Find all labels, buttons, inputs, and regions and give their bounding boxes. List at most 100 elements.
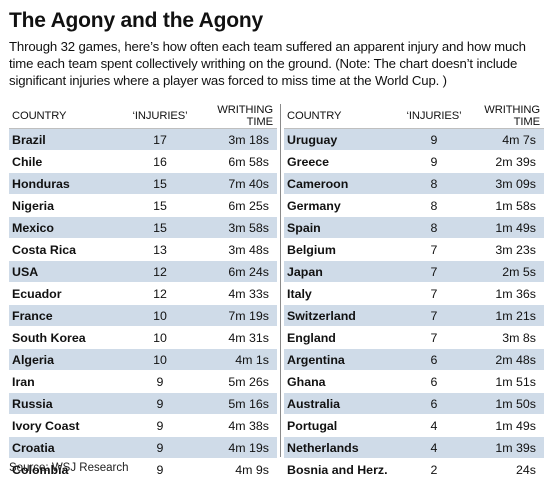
country-cell: Honduras: [9, 172, 121, 195]
column-header-country: COUNTRY: [284, 104, 399, 129]
country-cell: Netherlands: [284, 436, 399, 459]
injuries-cell: 9: [121, 370, 199, 393]
writhing-time-cell: 2m 48s: [469, 348, 544, 371]
table-left: COUNTRY ‘INJURIES’ WRITHING TIME Brazil 1…: [9, 104, 277, 481]
writhing-time-cell: 4m 31s: [199, 326, 277, 349]
table-row: Colombia 9 4m 9s: [9, 458, 277, 481]
table-row: Uruguay 9 4m 7s: [284, 128, 544, 151]
injuries-cell: 9: [399, 150, 469, 173]
injuries-cell: 8: [399, 216, 469, 239]
country-cell: France: [9, 304, 121, 327]
writhing-time-cell: 4m 9s: [199, 458, 277, 481]
table-row: Ghana 6 1m 51s: [284, 370, 544, 393]
writhing-time-cell: 24s: [469, 458, 544, 481]
writhing-time-cell: 4m 19s: [199, 436, 277, 459]
table-row: Ivory Coast 9 4m 38s: [9, 414, 277, 437]
writhing-time-cell: 3m 18s: [199, 128, 277, 151]
injuries-cell: 6: [399, 370, 469, 393]
country-cell: Croatia: [9, 436, 121, 459]
country-cell: Bosnia and Herz.: [284, 458, 399, 481]
writhing-time-cell: 7m 40s: [199, 172, 277, 195]
injuries-cell: 12: [121, 282, 199, 305]
table-row: Belgium 7 3m 23s: [284, 238, 544, 261]
injuries-cell: 6: [399, 392, 469, 415]
writhing-time-cell: 3m 23s: [469, 238, 544, 261]
country-cell: Spain: [284, 216, 399, 239]
injuries-cell: 7: [399, 326, 469, 349]
writhing-time-cell: 3m 58s: [199, 216, 277, 239]
injuries-cell: 13: [121, 238, 199, 261]
injuries-cell: 15: [121, 194, 199, 217]
table-row: Brazil 17 3m 18s: [9, 128, 277, 151]
country-cell: Cameroon: [284, 172, 399, 195]
country-cell: Germany: [284, 194, 399, 217]
country-cell: Ecuador: [9, 282, 121, 305]
country-cell: Nigeria: [9, 194, 121, 217]
table-row: France 10 7m 19s: [9, 304, 277, 327]
writhing-time-cell: 4m 38s: [199, 414, 277, 437]
writhing-time-cell: 4m 33s: [199, 282, 277, 305]
table-row: Germany 8 1m 58s: [284, 194, 544, 217]
writhing-time-cell: 1m 51s: [469, 370, 544, 393]
chart-title: The Agony and the Agony: [9, 9, 264, 32]
country-cell: Ghana: [284, 370, 399, 393]
writhing-time-cell: 6m 24s: [199, 260, 277, 283]
country-cell: Argentina: [284, 348, 399, 371]
writhing-time-cell: 3m 48s: [199, 238, 277, 261]
table-row: Chile 16 6m 58s: [9, 150, 277, 173]
writhing-time-cell: 1m 36s: [469, 282, 544, 305]
writhing-time-cell: 6m 58s: [199, 150, 277, 173]
injuries-cell: 16: [121, 150, 199, 173]
injuries-cell: 17: [121, 128, 199, 151]
injuries-cell: 9: [121, 392, 199, 415]
injuries-cell: 7: [399, 238, 469, 261]
writhing-time-cell: 4m 7s: [469, 128, 544, 151]
injuries-cell: 7: [399, 304, 469, 327]
country-cell: Ivory Coast: [9, 414, 121, 437]
table-row: England 7 3m 8s: [284, 326, 544, 349]
column-header-injuries: ‘INJURIES’: [399, 104, 469, 129]
injuries-cell: 10: [121, 348, 199, 371]
writhing-time-cell: 1m 49s: [469, 414, 544, 437]
injuries-cell: 6: [399, 348, 469, 371]
column-header-writhing-time: WRITHING TIME: [469, 104, 544, 129]
table-row: Italy 7 1m 36s: [284, 282, 544, 305]
country-cell: Colombia: [9, 458, 121, 481]
table-right: COUNTRY ‘INJURIES’ WRITHING TIME Uruguay…: [284, 104, 544, 481]
injuries-cell: 7: [399, 260, 469, 283]
country-cell: Switzerland: [284, 304, 399, 327]
country-cell: South Korea: [9, 326, 121, 349]
table-row: Cameroon 8 3m 09s: [284, 172, 544, 195]
writhing-time-cell: 3m 8s: [469, 326, 544, 349]
table-row: Mexico 15 3m 58s: [9, 216, 277, 239]
country-cell: Russia: [9, 392, 121, 415]
writhing-time-cell: 2m 39s: [469, 150, 544, 173]
injuries-cell: 8: [399, 194, 469, 217]
writhing-time-cell: 5m 26s: [199, 370, 277, 393]
country-cell: England: [284, 326, 399, 349]
column-header-injuries: ‘INJURIES’: [121, 104, 199, 129]
header-row: COUNTRY ‘INJURIES’ WRITHING TIME: [9, 104, 277, 129]
country-cell: Mexico: [9, 216, 121, 239]
table-row: Netherlands 4 1m 39s: [284, 436, 544, 459]
injuries-cell: 10: [121, 326, 199, 349]
table-row: Costa Rica 13 3m 48s: [9, 238, 277, 261]
injuries-cell: 7: [399, 282, 469, 305]
country-cell: Chile: [9, 150, 121, 173]
writhing-time-cell: 1m 49s: [469, 216, 544, 239]
injuries-cell: 15: [121, 172, 199, 195]
country-cell: Brazil: [9, 128, 121, 151]
injuries-cell: 9: [399, 128, 469, 151]
table-row: Argentina 6 2m 48s: [284, 348, 544, 371]
table-row: Honduras 15 7m 40s: [9, 172, 277, 195]
table-row: South Korea 10 4m 31s: [9, 326, 277, 349]
table-row: Spain 8 1m 49s: [284, 216, 544, 239]
writhing-time-cell: 6m 25s: [199, 194, 277, 217]
country-cell: Japan: [284, 260, 399, 283]
column-divider: [280, 104, 281, 457]
injuries-cell: 2: [399, 458, 469, 481]
table-row: Bosnia and Herz. 2 24s: [284, 458, 544, 481]
injuries-cell: 9: [121, 414, 199, 437]
writhing-time-cell: 7m 19s: [199, 304, 277, 327]
table-row: Russia 9 5m 16s: [9, 392, 277, 415]
